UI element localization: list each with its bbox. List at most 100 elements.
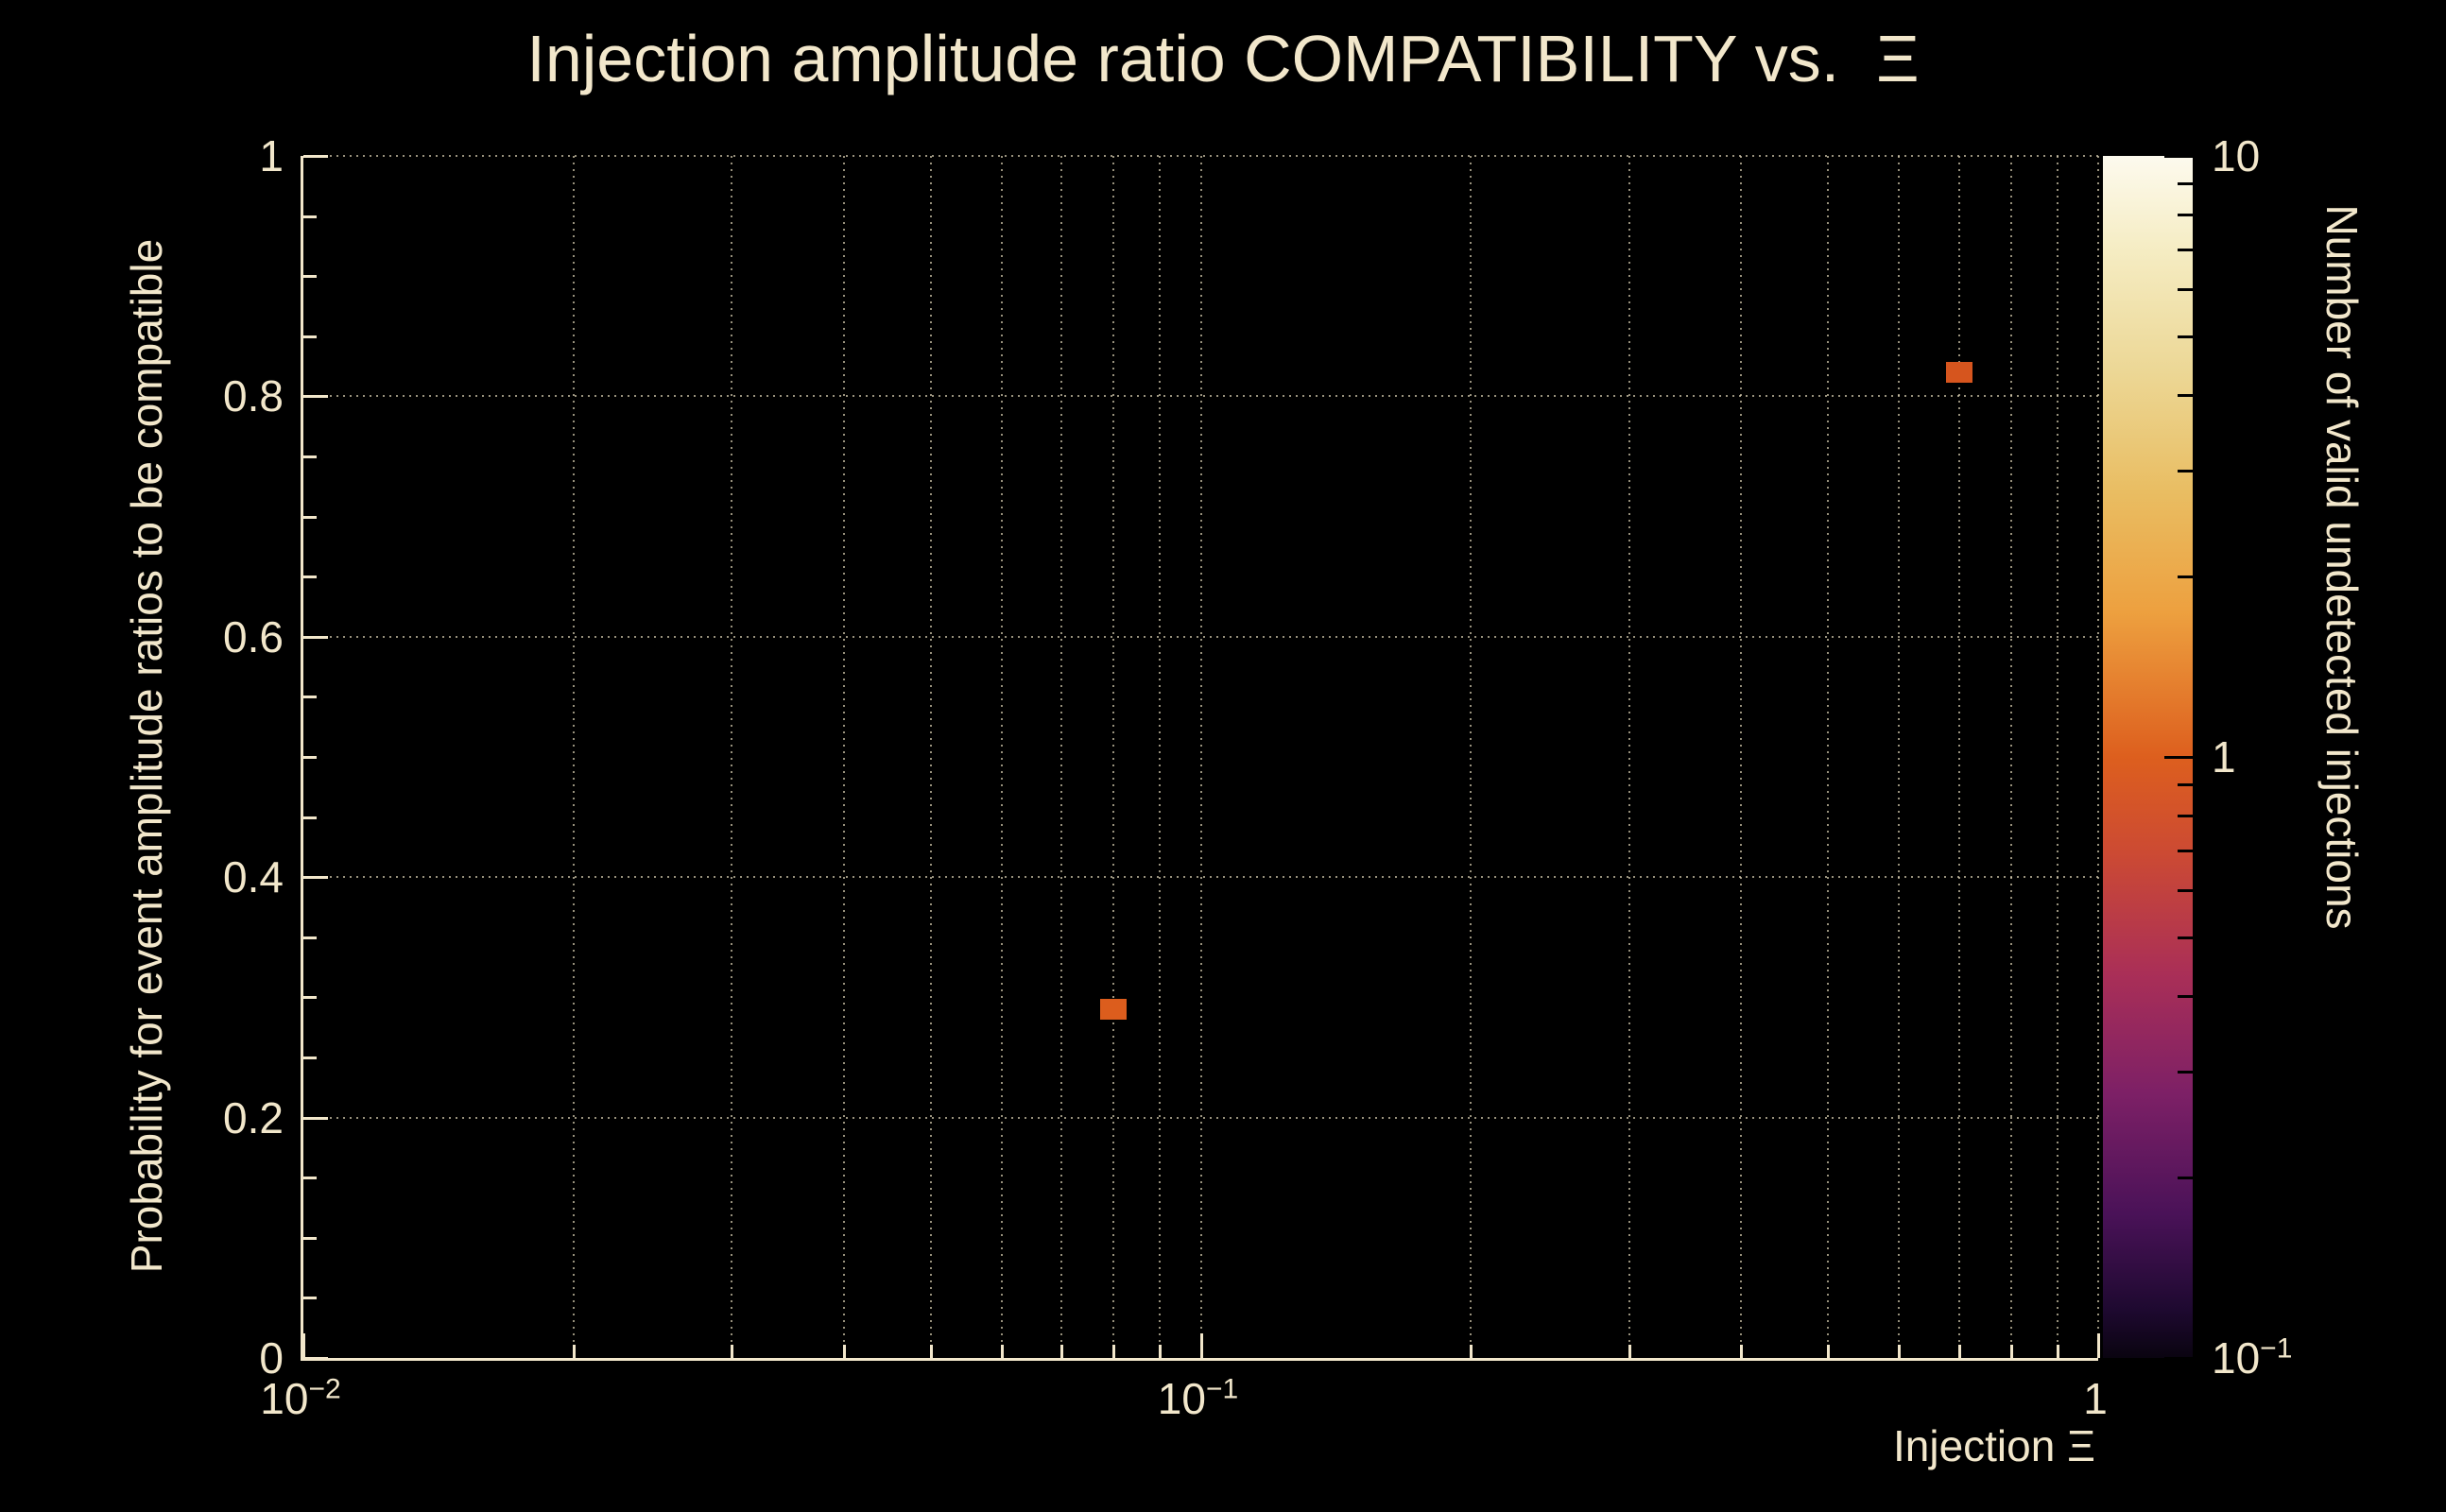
x-gridline xyxy=(1740,156,1743,1358)
x-tick-label: 10−1 xyxy=(1158,1373,1238,1424)
plot-area xyxy=(301,155,2100,1361)
chart-title: Injection amplitude ratio COMPATIBILITY … xyxy=(526,22,1920,95)
x-tick xyxy=(1000,1345,1004,1358)
y-tick xyxy=(303,455,317,458)
colorbar-tick xyxy=(2178,213,2193,216)
data-point xyxy=(1945,361,1972,383)
data-point xyxy=(1100,999,1128,1021)
x-tick xyxy=(2056,1345,2059,1358)
y-gridline xyxy=(303,1116,2098,1119)
y-axis-label: Probability for event amplitude ratios t… xyxy=(122,238,171,1274)
x-tick xyxy=(1470,1345,1473,1358)
x-tick xyxy=(1159,1345,1163,1358)
x-tick xyxy=(1740,1345,1744,1358)
x-tick xyxy=(1199,1333,1203,1358)
x-gridline xyxy=(842,156,845,1358)
x-tick-label: 1 xyxy=(2083,1373,2108,1424)
y-tick xyxy=(303,635,328,639)
x-gridline xyxy=(1159,156,1162,1358)
x-gridline xyxy=(2056,156,2058,1358)
x-tick xyxy=(572,1345,576,1358)
colorbar-tick xyxy=(2178,394,2193,398)
x-gridline xyxy=(731,156,733,1358)
y-tick-label: 0.8 xyxy=(223,371,284,421)
tick-label-base: 1 xyxy=(2083,1374,2108,1423)
x-tick xyxy=(1898,1345,1902,1358)
x-tick-label: 10−2 xyxy=(260,1373,340,1424)
x-tick xyxy=(1112,1345,1116,1358)
tick-label-base: 10 xyxy=(2212,1333,2261,1383)
colorbar-tick xyxy=(2178,1176,2193,1179)
colorbar-tick xyxy=(2164,155,2193,158)
x-gridline xyxy=(929,156,932,1358)
x-gridline xyxy=(1898,156,1901,1358)
x-gridline xyxy=(1628,156,1630,1358)
tick-label-base: 1 xyxy=(2212,732,2236,782)
y-tick xyxy=(303,756,317,759)
tick-label-base: 10 xyxy=(2212,131,2261,180)
y-tick xyxy=(303,395,328,399)
y-tick xyxy=(303,876,328,880)
x-tick xyxy=(1060,1345,1064,1358)
x-tick xyxy=(1957,1345,1961,1358)
colorbar-tick xyxy=(2178,335,2193,339)
y-tick xyxy=(303,1057,317,1059)
x-gridline xyxy=(1957,156,1960,1358)
x-gridline xyxy=(1060,156,1063,1358)
y-tick xyxy=(303,996,317,1000)
colorbar-tick xyxy=(2178,783,2193,787)
x-tick xyxy=(1628,1345,1631,1358)
y-gridline xyxy=(303,876,2098,879)
y-tick xyxy=(303,576,317,579)
x-gridline xyxy=(2097,156,2099,1358)
y-tick xyxy=(303,215,317,218)
tick-label-base: 10 xyxy=(260,1374,309,1423)
x-tick xyxy=(2097,1333,2100,1358)
y-gridline xyxy=(303,395,2098,398)
y-tick xyxy=(303,1116,328,1120)
y-tick-label: 0.4 xyxy=(223,852,284,902)
tick-label-exponent: −1 xyxy=(2260,1332,2293,1365)
colorbar-label: Number of valid undetected injections xyxy=(2317,204,2367,930)
x-axis-label: Injection Ξ xyxy=(1892,1421,2095,1470)
colorbar-tick xyxy=(2178,849,2193,852)
x-gridline xyxy=(2009,156,2012,1358)
y-tick xyxy=(303,335,317,338)
colorbar-tick xyxy=(2178,814,2193,817)
colorbar-tick xyxy=(2164,1357,2193,1360)
tick-label-exponent: −1 xyxy=(1205,1373,1239,1405)
y-tick xyxy=(303,1177,317,1180)
colorbar-tick xyxy=(2178,1070,2193,1074)
y-tick xyxy=(303,696,317,699)
y-tick xyxy=(303,1357,328,1360)
x-gridline xyxy=(1199,156,1202,1358)
y-tick-label: 0 xyxy=(259,1333,284,1383)
x-gridline xyxy=(1112,156,1115,1358)
colorbar-tick xyxy=(2178,469,2193,472)
colorbar-tick xyxy=(2178,936,2193,940)
y-tick xyxy=(303,515,317,519)
colorbar-tick xyxy=(2178,995,2193,999)
y-tick-label: 1 xyxy=(259,131,284,180)
y-tick-label: 0.2 xyxy=(223,1092,284,1143)
x-tick xyxy=(842,1345,846,1358)
x-tick xyxy=(302,1333,305,1358)
colorbar-tick-label: 10 xyxy=(2212,130,2260,181)
x-gridline xyxy=(1827,156,1830,1358)
y-tick xyxy=(303,936,317,939)
tick-label-exponent: −2 xyxy=(308,1373,341,1405)
colorbar-tick-label: 10−1 xyxy=(2212,1332,2292,1383)
x-tick xyxy=(2009,1345,2013,1358)
colorbar-tick xyxy=(2178,575,2193,578)
x-tick xyxy=(1827,1345,1831,1358)
y-tick xyxy=(303,155,328,158)
colorbar xyxy=(2103,155,2193,1360)
colorbar-tick xyxy=(2178,889,2193,893)
x-gridline xyxy=(1470,156,1473,1358)
y-tick xyxy=(303,1297,317,1300)
colorbar-tick-label: 1 xyxy=(2212,731,2236,782)
y-tick xyxy=(303,275,317,279)
colorbar-tick xyxy=(2164,756,2193,759)
colorbar-tick xyxy=(2178,248,2193,251)
